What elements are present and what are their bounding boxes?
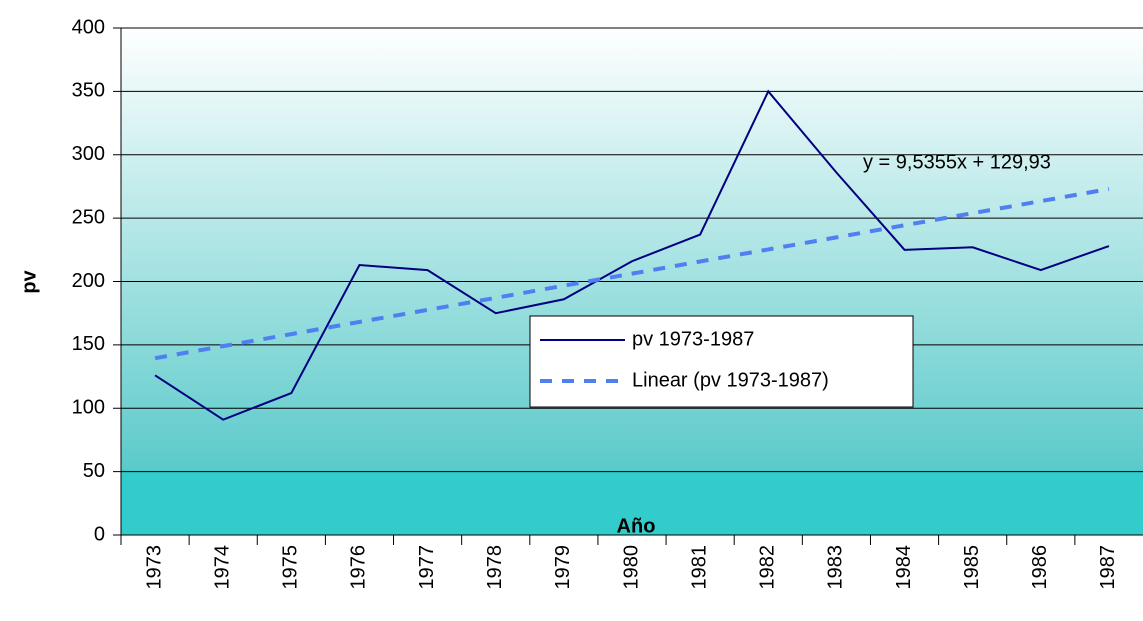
x-tick-label: 1981 — [688, 545, 710, 590]
y-tick-label: 400 — [72, 16, 105, 38]
x-tick-label: 1974 — [211, 545, 233, 590]
legend-box — [529, 315, 914, 408]
x-tick-label: 1978 — [484, 545, 506, 590]
legend-label: pv 1973-1987 — [632, 328, 754, 350]
annotation: y = 9,5355x + 129,93 — [863, 151, 1051, 173]
y-tick-label: 300 — [72, 143, 105, 165]
y-axis-label: pv — [18, 269, 40, 293]
x-tick-label: 1986 — [1029, 545, 1051, 590]
x-axis-label: Año — [617, 515, 656, 537]
x-tick-label: 1983 — [825, 545, 847, 590]
y-tick-label: 100 — [72, 397, 105, 419]
x-tick-label: 1977 — [416, 545, 438, 590]
y-tick-label: 200 — [72, 270, 105, 292]
y-tick-label: 50 — [83, 460, 105, 482]
x-tick-label: 1975 — [280, 545, 302, 590]
y-tick-label: 150 — [72, 333, 105, 355]
y-tick-label: 250 — [72, 206, 105, 228]
x-tick-label: 1979 — [552, 545, 574, 590]
x-tick-label: 1976 — [348, 545, 370, 590]
legend-label: Linear (pv 1973-1987) — [632, 369, 829, 391]
series-line — [154, 187, 1110, 361]
y-tick-label: 350 — [72, 80, 105, 102]
legend: pv 1973-1987 Linear (pv 1973-1987) — [529, 315, 914, 408]
series-group — [154, 89, 1110, 421]
x-tick-label: 1984 — [893, 545, 915, 590]
x-tick-label: 1985 — [961, 545, 983, 590]
x-tick-label: 1987 — [1097, 545, 1119, 590]
x-tick-label: 1982 — [757, 545, 779, 590]
x-tick-label: 1973 — [143, 545, 165, 590]
y-tick-label: 0 — [94, 523, 105, 545]
x-tick-label: 1980 — [620, 545, 642, 590]
series-line — [154, 89, 1110, 421]
